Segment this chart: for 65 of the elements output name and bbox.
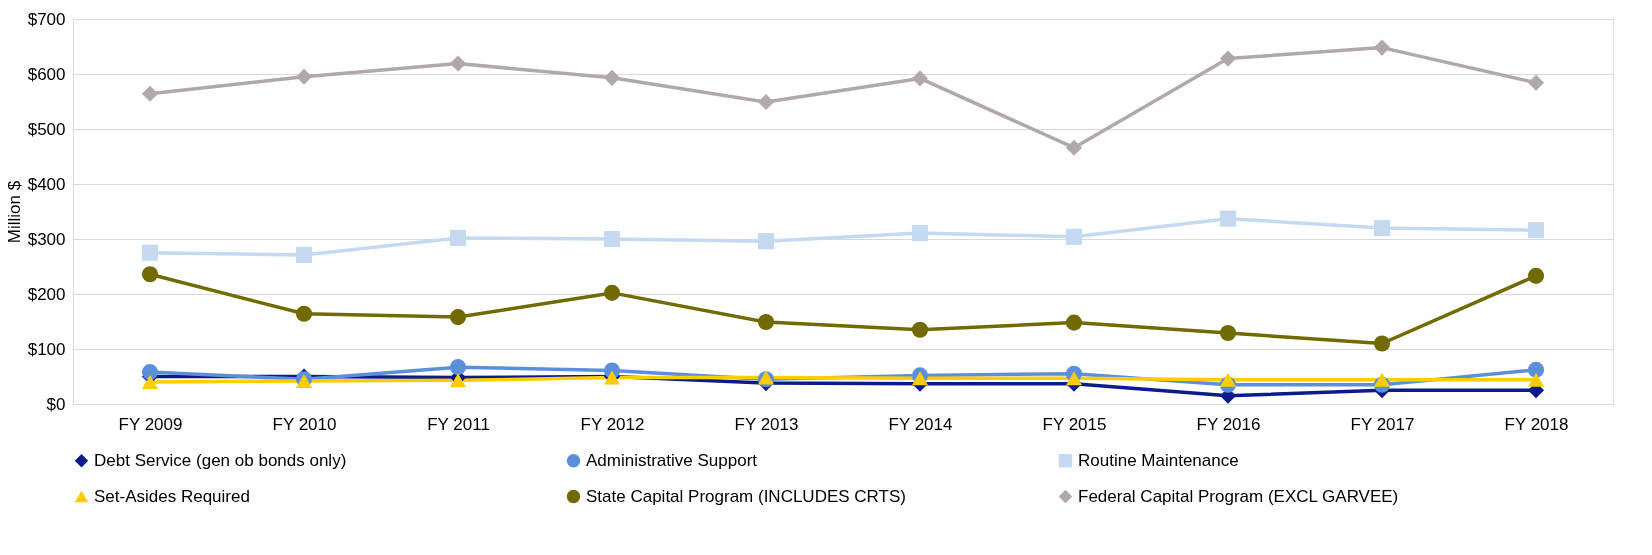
x-tick-label: FY 2015 (1042, 414, 1107, 434)
y-tick-label: $500 (27, 119, 66, 139)
point (449, 229, 467, 246)
point (295, 68, 313, 85)
point (1527, 74, 1545, 91)
point (1065, 228, 1083, 245)
point (141, 244, 159, 261)
legend-label: Administrative Support (586, 450, 758, 470)
y-tick-label: $200 (27, 284, 66, 304)
x-tick-label: FY 2010 (272, 414, 337, 434)
point (141, 266, 159, 283)
legend-label: State Capital Program (INCLUDES CRTS) (586, 486, 906, 506)
y-tick-label: $0 (46, 394, 66, 414)
point (1373, 219, 1391, 237)
point (1373, 372, 1391, 387)
point (449, 373, 467, 388)
x-tick-label: FY 2013 (734, 414, 799, 434)
legend-label: Routine Maintenance (1078, 450, 1239, 470)
legend-label: Set-Asides Required (94, 486, 250, 506)
point (295, 246, 313, 264)
point (757, 93, 775, 111)
point (1527, 372, 1545, 387)
point (295, 305, 313, 322)
x-tick-label: FY 2012 (580, 414, 645, 434)
point (1065, 371, 1083, 386)
y-tick-label: $700 (27, 9, 66, 29)
x-tick-label: FY 2016 (1196, 414, 1261, 434)
x-tick-label: FY 2018 (1504, 414, 1569, 434)
point (1219, 372, 1237, 387)
point (141, 364, 159, 381)
point (911, 371, 929, 386)
y-axis-title: Million $ (4, 180, 24, 244)
point (1527, 361, 1545, 378)
point (141, 85, 159, 102)
point (1373, 39, 1391, 56)
point (449, 309, 467, 326)
point (1065, 139, 1083, 156)
x-tick-label: FY 2009 (118, 414, 183, 434)
point (603, 69, 621, 86)
point (1527, 222, 1545, 239)
y-tick-label: $400 (27, 174, 66, 194)
point (757, 314, 775, 331)
y-tick-label: $100 (27, 339, 66, 359)
point (911, 321, 929, 338)
legend-label: Debt Service (gen ob bonds only) (94, 450, 347, 470)
point (1219, 210, 1237, 227)
point (449, 55, 467, 72)
point (757, 233, 775, 250)
point (911, 70, 929, 87)
point (603, 284, 621, 301)
point (141, 375, 159, 389)
x-tick-label: FY 2014 (888, 414, 953, 434)
point (1373, 335, 1391, 352)
point (1065, 314, 1083, 331)
x-tick-label: FY 2017 (1350, 414, 1415, 434)
y-tick-label: $300 (27, 229, 66, 249)
point (1219, 325, 1237, 342)
legend-label: Federal Capital Program (EXCL GARVEE) (1078, 486, 1399, 506)
point (603, 230, 621, 248)
point (1527, 267, 1545, 284)
point (449, 359, 467, 376)
y-tick-label: $600 (27, 64, 66, 84)
point (1219, 50, 1237, 67)
x-tick-label: FY 2011 (427, 414, 490, 434)
point (911, 224, 929, 242)
